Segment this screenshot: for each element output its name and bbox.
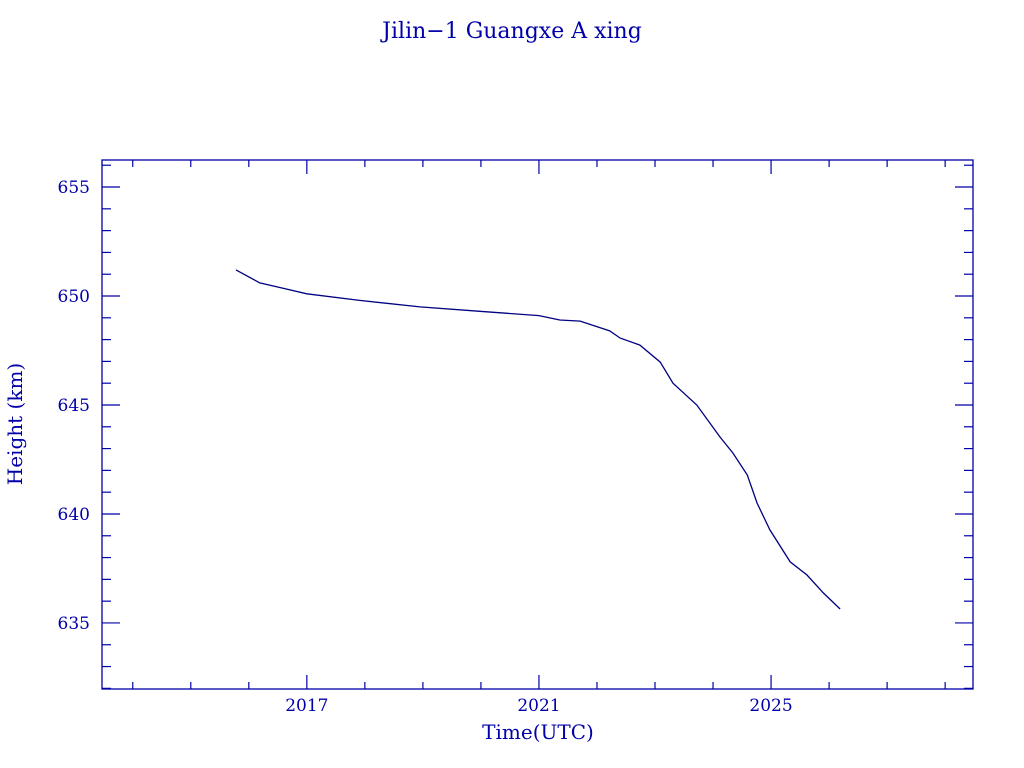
chart-title: Jilin−1 Guangxe A xing <box>380 19 642 44</box>
y-tick-label: 655 <box>58 178 90 198</box>
y-tick-label: 635 <box>58 614 90 634</box>
x-axis-label: Time(UTC) <box>482 720 594 744</box>
x-tick-label: 2017 <box>285 696 328 716</box>
plot-frame <box>101 159 974 690</box>
y-tick-label: 650 <box>58 287 90 307</box>
y-tick-label: 640 <box>58 505 90 525</box>
x-tick-label: 2025 <box>749 696 792 716</box>
y-tick-label: 645 <box>58 396 90 416</box>
height-series-line <box>235 269 841 610</box>
y-axis-label: Height (km) <box>3 363 27 485</box>
axis-ticks <box>102 160 973 689</box>
x-tick-label: 2021 <box>517 696 560 716</box>
tick-labels: 2017 2021 2025 635 640 645 650 655 <box>58 178 793 716</box>
